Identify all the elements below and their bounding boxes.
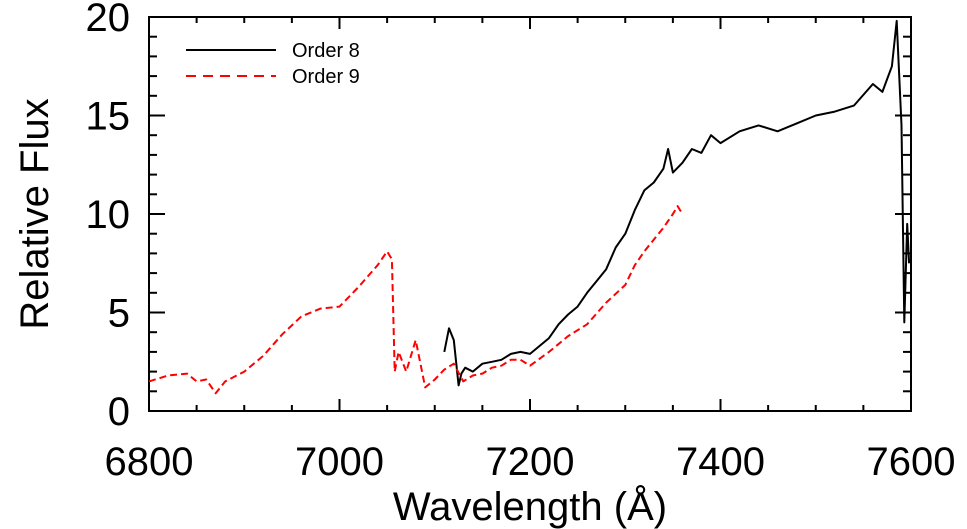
x-tick-label: 7600 (867, 440, 956, 484)
series-layer (148, 19, 911, 395)
y-tick-label: 15 (86, 95, 131, 139)
legend-label-order-8: Order 8 (292, 40, 360, 62)
x-tick-label: 7000 (295, 440, 384, 484)
series-line-order-9 (148, 205, 684, 395)
y-axis-title: Relative Flux (13, 98, 57, 329)
y-tick-label: 10 (86, 193, 131, 237)
series-line-order-8 (443, 19, 911, 387)
x-ticks: 6800 7000 7200 7400 7600 (105, 17, 956, 484)
x-tick-label: 7200 (486, 440, 575, 484)
x-tick-label: 7400 (676, 440, 765, 484)
x-tick-label: 6800 (105, 440, 194, 484)
y-tick-label: 5 (108, 292, 130, 336)
y-tick-label: 20 (86, 0, 131, 40)
y-ticks: 0 5 10 15 20 (86, 0, 911, 434)
legend: Order 8 Order 9 (186, 40, 360, 88)
y-tick-label: 0 (108, 390, 130, 434)
x-axis-title: Wavelength (Å) (393, 484, 667, 529)
legend-label-order-9: Order 9 (292, 66, 360, 88)
